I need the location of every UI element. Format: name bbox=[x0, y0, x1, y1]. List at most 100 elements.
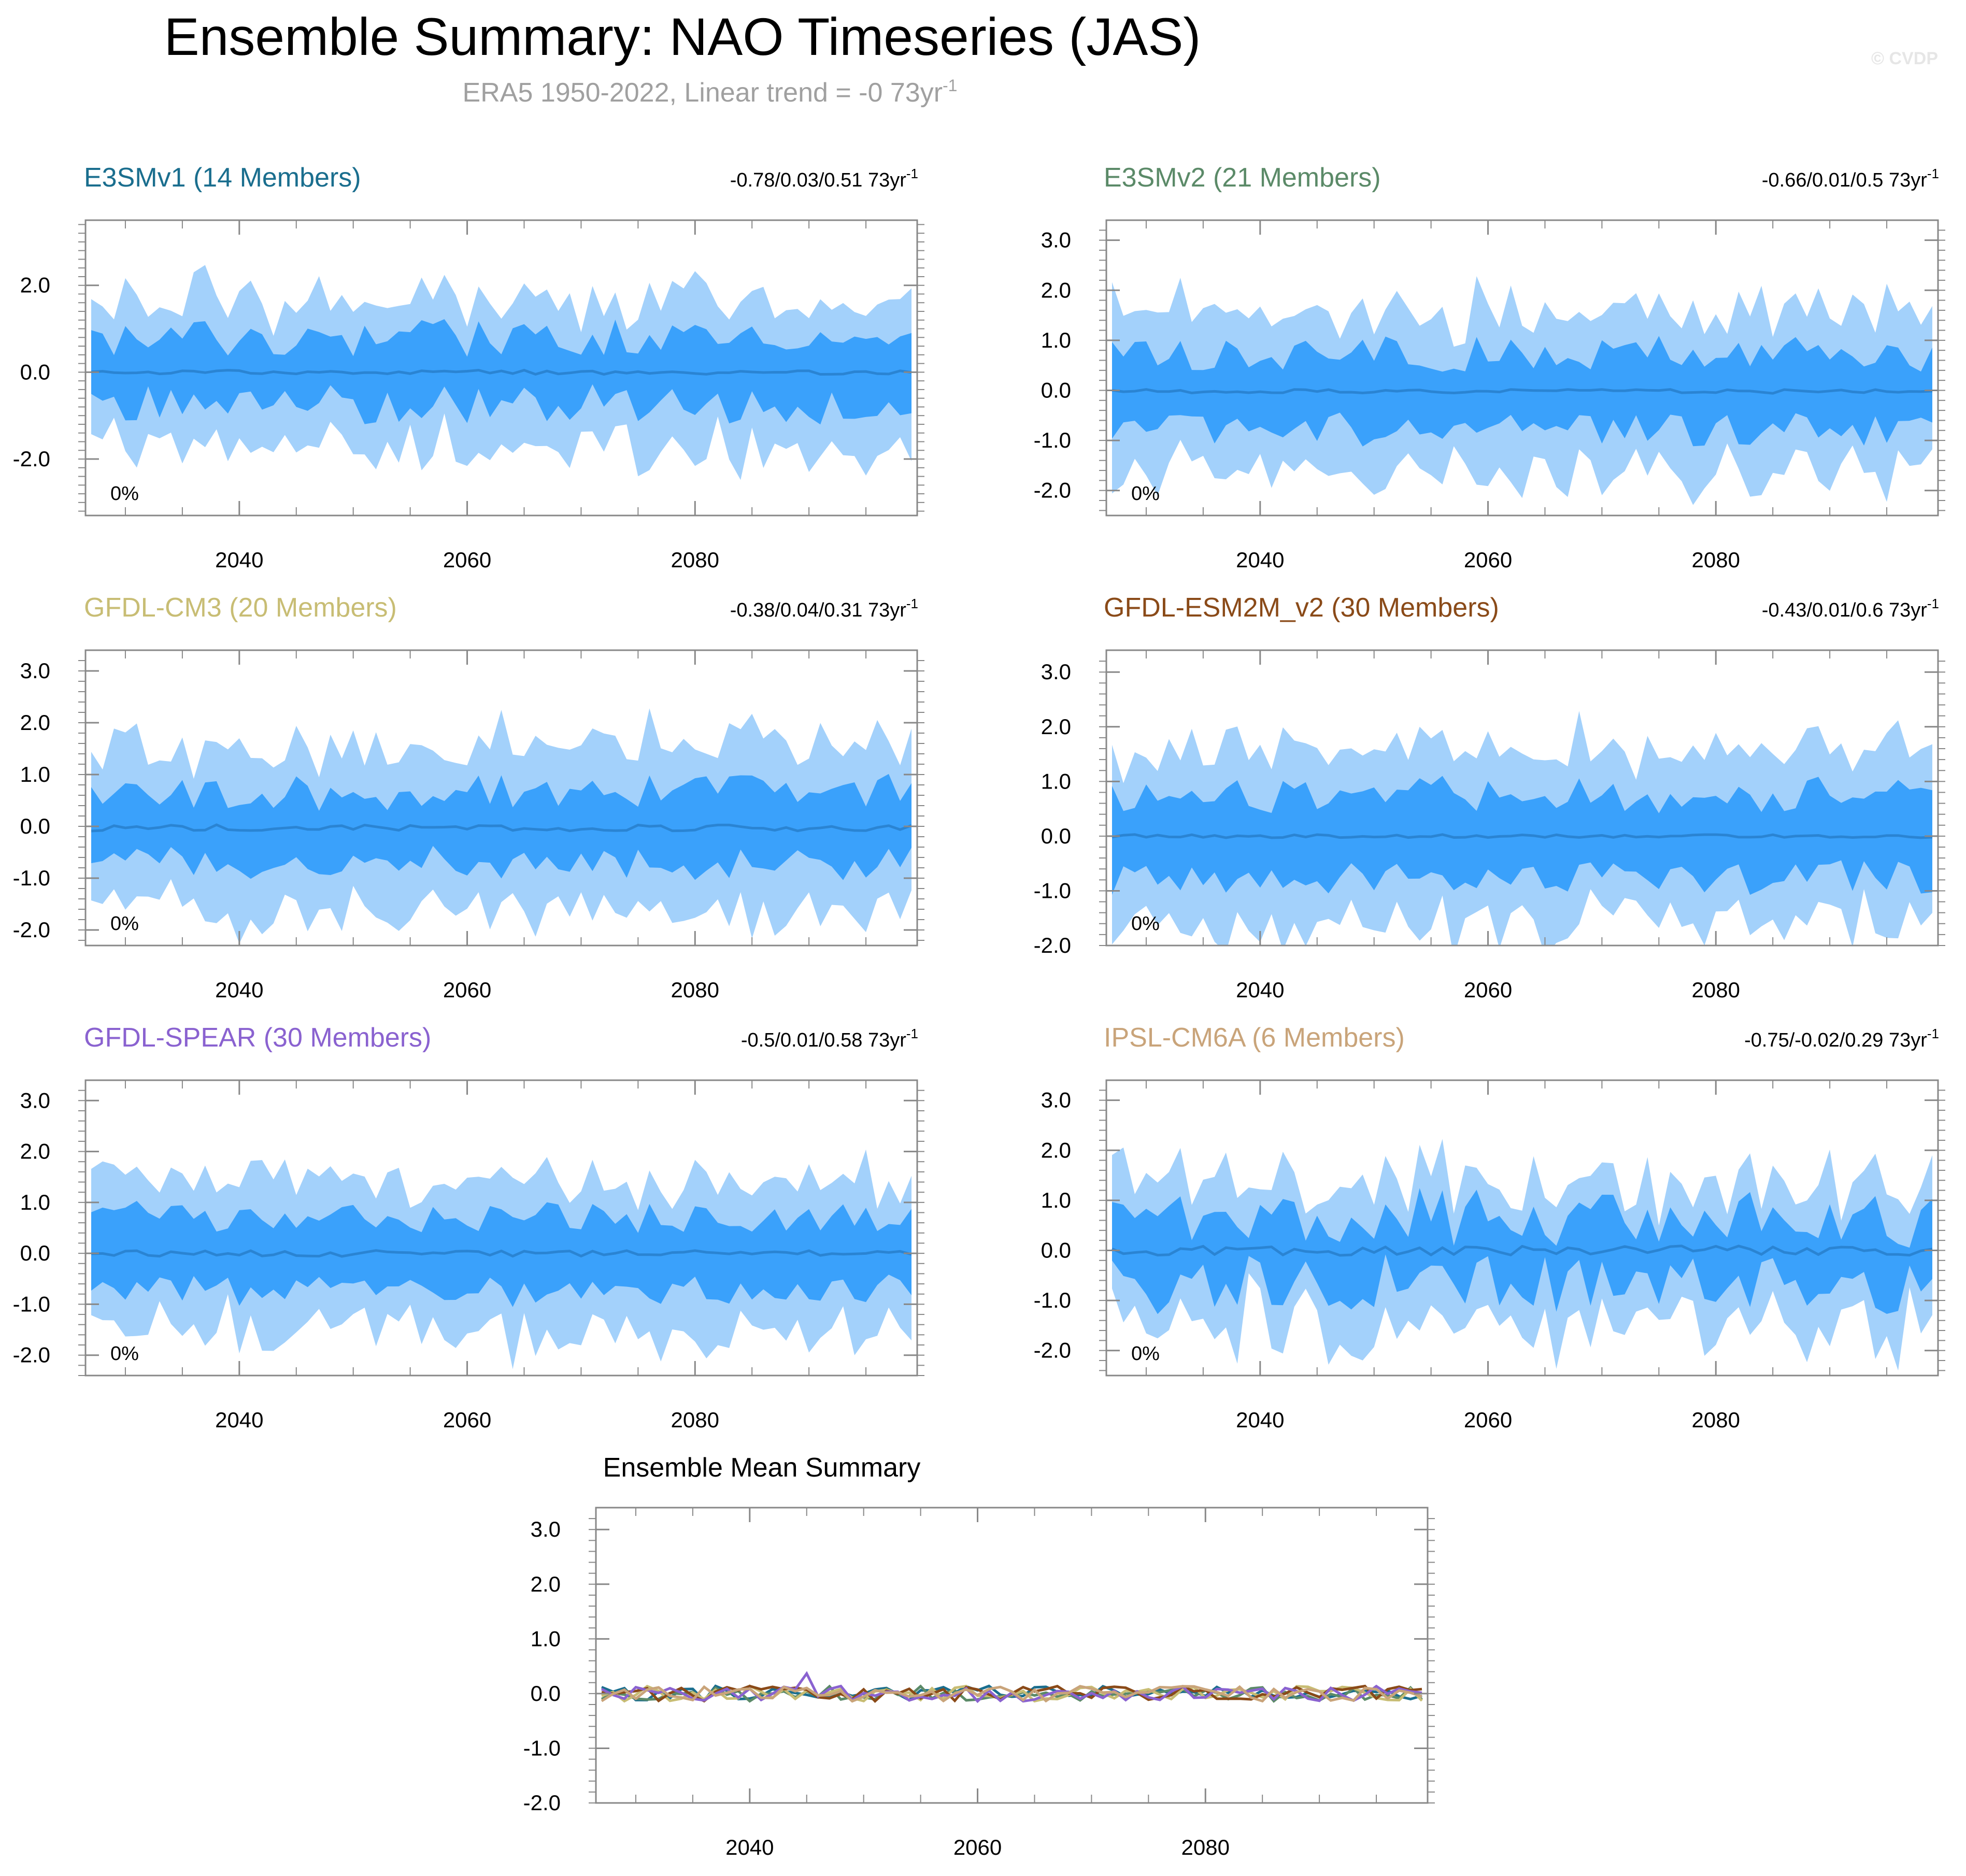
y-tick-label: -1.0 bbox=[13, 866, 50, 890]
series-line-ipsl-cm6a bbox=[601, 1685, 1422, 1703]
y-tick-label: -2.0 bbox=[1034, 933, 1071, 957]
subtitle-text: ERA5 1950-2022, Linear trend = -0 73yr bbox=[463, 78, 943, 108]
plot-area: 0% 3.0 2.0 1.0 0.0 -1.0 -2.0 2040 2060 2080 bbox=[1034, 649, 1945, 1002]
y-tick-label: 1.0 bbox=[20, 1190, 50, 1214]
plot-frame bbox=[1105, 219, 1939, 517]
x-tick-label: 2040 bbox=[725, 1835, 774, 1859]
x-tick-label: 2080 bbox=[1692, 1408, 1740, 1432]
plot-content bbox=[1112, 711, 1933, 946]
ensemble-mean-line bbox=[1112, 833, 1933, 839]
plot-area: 0% 3.0 2.0 1.0 0.0 -1.0 -2.0 2040 2060 2080 bbox=[13, 649, 924, 1002]
ensemble-mean-line bbox=[1112, 388, 1933, 395]
y-tick-label: 0.0 bbox=[20, 814, 50, 838]
y-tick-label: -1.0 bbox=[1034, 1288, 1071, 1312]
x-tick-label: 2040 bbox=[215, 548, 263, 572]
y-tick-label: 0.0 bbox=[20, 360, 50, 384]
x-tick-label: 2040 bbox=[215, 978, 263, 1002]
x-tick-label: 2060 bbox=[1464, 1408, 1512, 1432]
percent-label: 0% bbox=[110, 483, 139, 505]
y-tick-label: -2.0 bbox=[1034, 1338, 1071, 1363]
y-tick-label: 2.0 bbox=[20, 273, 50, 297]
y-tick-label: -2.0 bbox=[523, 1791, 561, 1815]
y-tick-label: 2.0 bbox=[1041, 278, 1071, 302]
panel-title: E3SMv2 (21 Members) bbox=[1104, 163, 1381, 193]
plot-frame bbox=[84, 1079, 918, 1377]
x-tick-label: 2060 bbox=[953, 1835, 1002, 1859]
plot-area: 3.0 2.0 1.0 0.0 -1.0 -2.0 2040 2060 2080 bbox=[523, 1507, 1435, 1859]
percent-label: 0% bbox=[1131, 483, 1160, 505]
y-tick-label: -2.0 bbox=[13, 1343, 50, 1367]
y-tick-label: 0.0 bbox=[1041, 1238, 1071, 1262]
y-tick-label: 2.0 bbox=[20, 1139, 50, 1164]
plot-area: 0% 3.0 2.0 1.0 0.0 -1.0 -2.0 2040 2060 2080 bbox=[1034, 219, 1945, 572]
x-tick-label: 2060 bbox=[1464, 978, 1512, 1002]
trend-label: -0.78/0.03/0.51 73yr-1 bbox=[730, 166, 918, 191]
figure-subtitle: ERA5 1950-2022, Linear trend = -0 73yr-1 bbox=[463, 76, 958, 108]
x-tick-label: 2040 bbox=[1236, 1408, 1284, 1432]
x-tick-label: 2080 bbox=[671, 978, 719, 1002]
panel-ensemble-mean: Ensemble Mean Summary 3.0 2.0 1.0 0.0 -1.0 -2… bbox=[523, 1453, 1435, 1859]
trend-label: -0.38/0.04/0.31 73yr-1 bbox=[730, 596, 918, 621]
ensemble-mean-line bbox=[91, 1249, 912, 1258]
panel-gfdl-esm2m-v2: GFDL-ESM2M_v2 (30 Members) -0.43/0.01/0.… bbox=[1034, 593, 1945, 1002]
panel-title: E3SMv1 (14 Members) bbox=[84, 163, 361, 193]
x-tick-label: 2080 bbox=[1692, 978, 1740, 1002]
x-tick-label: 2060 bbox=[443, 978, 491, 1002]
x-tick-label: 2040 bbox=[215, 1408, 263, 1432]
y-tick-label: 0.0 bbox=[20, 1241, 50, 1265]
y-tick-label: 3.0 bbox=[1041, 1088, 1071, 1112]
plot-area: 0% 2.0 0.0 -2.0 2040 2060 2080 bbox=[13, 219, 924, 572]
x-tick-label: 2060 bbox=[443, 1408, 491, 1432]
y-tick-label: 3.0 bbox=[20, 658, 50, 683]
panel-e3smv2: E3SMv2 (21 Members) -0.66/0.01/0.5 73yr-… bbox=[1034, 163, 1945, 572]
y-tick-label: 0.0 bbox=[1041, 378, 1071, 402]
y-tick-label: 1.0 bbox=[20, 762, 50, 786]
ensemble-mean-line bbox=[1112, 1244, 1933, 1257]
plot-content bbox=[91, 708, 912, 944]
panel-e3smv1: E3SMv1 (14 Members) -0.78/0.03/0.51 73yr… bbox=[13, 163, 924, 572]
y-tick-label: -1.0 bbox=[13, 1292, 50, 1316]
plot-area: 0% 3.0 2.0 1.0 0.0 -1.0 -2.0 2040 2060 2080 bbox=[13, 1079, 924, 1432]
y-tick-label: -1.0 bbox=[1034, 428, 1071, 452]
subtitle-superscript: -1 bbox=[943, 76, 957, 95]
y-tick-label: 1.0 bbox=[1041, 1188, 1071, 1212]
y-tick-label: 2.0 bbox=[1041, 1138, 1071, 1162]
plot-content bbox=[91, 265, 912, 480]
y-tick-label: 2.0 bbox=[20, 710, 50, 735]
y-tick-label: -1.0 bbox=[1034, 878, 1071, 903]
x-tick-label: 2060 bbox=[1464, 548, 1512, 572]
plot-content bbox=[1112, 1139, 1933, 1371]
inner-range-band bbox=[91, 1200, 912, 1307]
panel-ipsl-cm6a: IPSL-CM6A (6 Members) -0.75/-0.02/0.29 7… bbox=[1034, 1023, 1945, 1432]
plot-content bbox=[601, 1671, 1423, 1703]
ensemble-mean-line bbox=[91, 823, 912, 833]
plot-frame bbox=[1105, 649, 1939, 947]
panel-title: GFDL-SPEAR (30 Members) bbox=[84, 1023, 431, 1053]
panel-gfdl-spear: GFDL-SPEAR (30 Members) -0.5/0.01/0.58 7… bbox=[13, 1023, 924, 1432]
y-tick-label: -2.0 bbox=[1034, 478, 1071, 503]
cvdp-watermark: © CVDP bbox=[1871, 49, 1938, 68]
panel-gfdl-cm3: GFDL-CM3 (20 Members) -0.38/0.04/0.31 73… bbox=[13, 593, 924, 1002]
ensemble-mean-line bbox=[91, 368, 912, 376]
y-tick-label: -2.0 bbox=[13, 447, 50, 471]
percent-label: 0% bbox=[110, 913, 139, 935]
y-tick-label: 3.0 bbox=[531, 1517, 561, 1541]
y-tick-label: 0.0 bbox=[531, 1681, 561, 1706]
figure-title: Ensemble Summary: NAO Timeseries (JAS) bbox=[164, 7, 1201, 66]
percent-label: 0% bbox=[110, 1343, 139, 1365]
percent-label: 0% bbox=[1131, 913, 1160, 935]
trend-label: -0.66/0.01/0.5 73yr-1 bbox=[1762, 166, 1939, 191]
trend-label: -0.75/-0.02/0.29 73yr-1 bbox=[1744, 1026, 1939, 1051]
y-tick-label: 1.0 bbox=[1041, 328, 1071, 352]
y-tick-label: 2.0 bbox=[1041, 714, 1071, 739]
x-tick-label: 2080 bbox=[1181, 1835, 1230, 1859]
y-tick-label: -2.0 bbox=[13, 918, 50, 942]
panel-title: GFDL-ESM2M_v2 (30 Members) bbox=[1104, 593, 1499, 623]
x-tick-label: 2080 bbox=[671, 1408, 719, 1432]
panel-title: IPSL-CM6A (6 Members) bbox=[1104, 1023, 1405, 1053]
x-tick-label: 2080 bbox=[671, 548, 719, 572]
plot-frame bbox=[1105, 1079, 1939, 1377]
plot-content bbox=[91, 1149, 912, 1369]
y-tick-label: -1.0 bbox=[523, 1736, 561, 1760]
y-tick-label: 0.0 bbox=[1041, 824, 1071, 848]
